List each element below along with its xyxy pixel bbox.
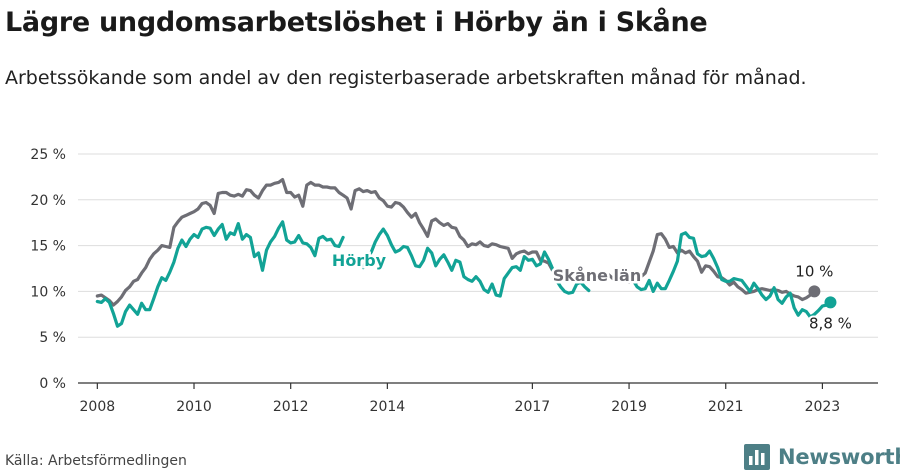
series-label-skane: Skåne län xyxy=(553,266,641,285)
y-tick-label: 5 % xyxy=(39,330,66,346)
brand-name: Newsworthy xyxy=(778,445,900,469)
end-point-horby xyxy=(824,296,837,309)
x-tick-label: 2019 xyxy=(611,399,647,415)
x-tick-label: 2010 xyxy=(176,399,212,415)
newsworthy-logo-icon xyxy=(744,444,770,470)
x-tick-label: 2023 xyxy=(805,399,841,415)
end-point-skane xyxy=(808,285,821,298)
x-tick-label: 2014 xyxy=(370,399,406,415)
y-tick-label: 15 % xyxy=(30,239,66,255)
y-tick-label: 25 % xyxy=(30,147,66,163)
chart-title: Lägre ungdomsarbetslöshet i Hörby än i S… xyxy=(5,7,708,38)
series-line-skane xyxy=(95,178,816,307)
y-tick-label: 0 % xyxy=(39,376,66,392)
x-tick-label: 2012 xyxy=(273,399,309,415)
series-line-horby xyxy=(95,220,833,328)
x-tick-label: 2021 xyxy=(708,399,744,415)
x-tick-label: 2008 xyxy=(80,399,116,415)
brand-logo[interactable]: Newsworthy xyxy=(744,444,900,470)
end-label-skane: 10 % xyxy=(795,262,833,280)
y-tick-label: 20 % xyxy=(30,193,66,209)
line-chart: 0 % 5 % 10 % 15 % 20 % 25 % 2008 2010 2012 2014 20… xyxy=(30,147,878,415)
y-tick-label: 10 % xyxy=(30,284,66,300)
end-label-horby: 8,8 % xyxy=(809,314,852,332)
series-label-horby: Hörby xyxy=(332,251,387,270)
source-note: Källa: Arbetsförmedlingen xyxy=(5,453,187,469)
chart-subtitle: Arbetssökande som andel av den registerb… xyxy=(5,67,807,89)
x-tick-label: 2017 xyxy=(515,399,551,415)
